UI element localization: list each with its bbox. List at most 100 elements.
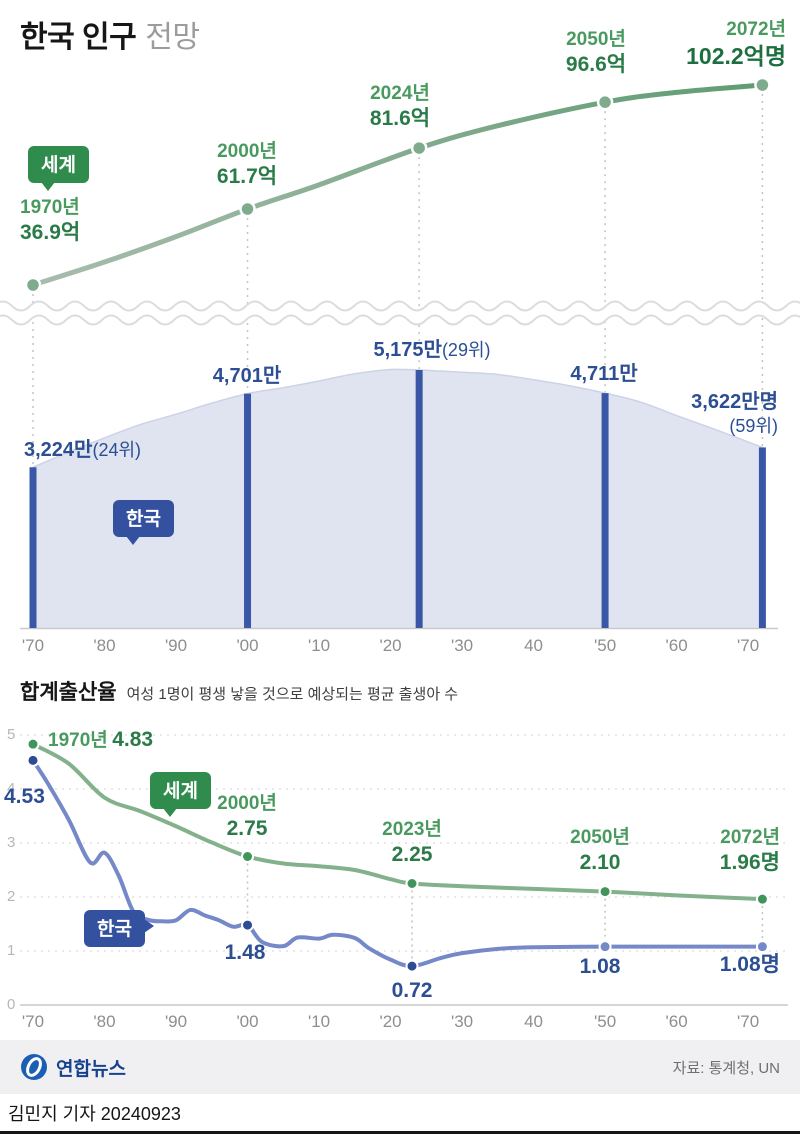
fertility-world-label-2072: 2072년 1.96명	[720, 826, 780, 876]
fertility-korea-label-1970: 4.53	[4, 784, 45, 810]
world-point-label-1970: 1970년 36.9억	[20, 196, 80, 246]
fertility-world-label-2000: 2000년 2.75	[217, 792, 277, 842]
fertility-subtitle: 여성 1명이 평생 낳을 것으로 예상되는 평균 출생아 수	[126, 686, 459, 703]
x-tick: '00	[236, 1012, 259, 1031]
value-label: 4.53	[4, 785, 45, 808]
byline: 김민지 기자 20240923	[8, 1104, 181, 1124]
year-label: 2023년	[382, 819, 442, 840]
value-label: 36.9억	[20, 220, 81, 244]
fertility-korea-badge: 한국	[84, 910, 154, 947]
x-tick: '80	[93, 636, 116, 655]
value-label: 3,622만명	[691, 391, 778, 413]
value-label: 2.10	[579, 850, 621, 874]
value-label: 5,175만	[373, 339, 442, 361]
value-label: 1.08	[579, 955, 621, 978]
rank-label: (24위)	[92, 440, 142, 460]
brand-name: 연합뉴스	[56, 1058, 126, 1080]
fertility-world-label-2050: 2050년 2.10	[570, 826, 630, 876]
korea-point-label-2000: 4,701만	[213, 364, 281, 389]
x-tick: '10	[307, 1012, 331, 1031]
value-label: 1.08명	[719, 953, 780, 976]
fertility-world-badge: 세계	[150, 772, 211, 817]
x-tick: '90	[164, 1012, 188, 1031]
x-tick: '60	[665, 636, 688, 655]
value-label: 1.96명	[719, 850, 780, 874]
world-series-badge: 세계	[28, 146, 89, 191]
y-tick: 2	[7, 888, 16, 905]
value-label: 102.2억명	[686, 42, 786, 69]
x-tick: 40	[524, 636, 544, 655]
value-label: 4.83	[112, 728, 154, 751]
korea-point-label-2024: 5,175만(29위)	[373, 338, 490, 363]
fertility-lines	[26, 737, 769, 973]
world-point-label-2050: 2050년 96.6억	[566, 28, 626, 78]
korea-point-label-1970: 3,224만(24위)	[24, 438, 141, 463]
x-tick: '30	[450, 1012, 474, 1031]
data-source: 자료: 통계청, UN	[672, 1059, 780, 1077]
rank-label: (29위)	[441, 340, 491, 360]
x-tick: '90	[164, 636, 188, 655]
value-label: 1.48	[224, 941, 266, 964]
footer-bar: 연합뉴스 자료: 통계청, UN	[0, 1040, 800, 1094]
fertility-gridlines	[20, 734, 788, 1006]
x-tick: '20	[379, 1012, 402, 1031]
world-point-label-2024: 2024년 81.6억	[370, 82, 430, 132]
year-label: 2072년	[726, 19, 786, 40]
korea-population-area	[32, 368, 763, 628]
fertility-heading: 합계출산율	[20, 681, 117, 704]
year-label: 2000년	[217, 141, 277, 162]
value-label: 61.7억	[216, 164, 278, 188]
bottom-rule	[0, 1131, 800, 1134]
year-label: 2050년	[570, 827, 630, 848]
title-main: 한국 인구	[20, 21, 137, 54]
x-tick: '20	[379, 636, 402, 655]
x-tick: '10	[307, 636, 331, 655]
korea-point-label-2072: 3,622만명 (59위)	[691, 390, 778, 438]
year-label: 2072년	[720, 827, 780, 848]
fertility-korea-label-2050: 1.08	[580, 954, 621, 980]
year-label: 1970년	[48, 730, 108, 751]
yonhap-logo-icon	[21, 1054, 47, 1080]
x-tick: '70	[737, 636, 760, 655]
rank-label: (59위)	[729, 416, 778, 436]
year-label: 1970년	[20, 197, 80, 218]
value-label: 4,711만	[570, 363, 638, 385]
fertility-world-label-1970: 1970년 4.83	[48, 727, 153, 753]
value-label: 96.6억	[565, 52, 627, 76]
value-label: 2.75	[226, 816, 268, 840]
x-tick: '50	[594, 636, 617, 655]
x-tick: '70	[21, 636, 45, 655]
fertility-korea-label-2072: 1.08명	[720, 952, 780, 978]
y-tick: 5	[7, 726, 16, 743]
fertility-korea-label-2000: 1.48	[225, 940, 266, 966]
x-tick: '00	[236, 636, 259, 655]
korea-series-badge: 한국	[113, 500, 174, 545]
x-tick: '80	[93, 1012, 116, 1031]
year-label: 2024년	[370, 83, 430, 104]
korea-point-label-2050: 4,711만	[570, 362, 637, 387]
fertility-korea-label-2023: 0.72	[392, 978, 433, 1004]
fertility-world-label-2023: 2023년 2.25	[382, 818, 442, 868]
year-label: 2050년	[566, 29, 626, 50]
x-tick: '70	[21, 1012, 45, 1031]
fertility-section-header: 합계출산율 여성 1명이 평생 낳을 것으로 예상되는 평균 출생아 수	[20, 676, 458, 706]
world-point-label-2072: 2072년 102.2억명	[686, 18, 786, 71]
title-sub: 전망	[145, 21, 200, 54]
korea-population-bars	[29, 370, 766, 628]
x-tick: '30	[450, 636, 474, 655]
value-label: 3,224만	[24, 439, 93, 461]
value-label: 0.72	[391, 979, 433, 1002]
x-tick: 40	[524, 1012, 544, 1031]
world-point-label-2000: 2000년 61.7억	[217, 140, 277, 190]
y-tick: 4	[7, 780, 16, 797]
world-population-line	[24, 76, 771, 294]
page-title: 한국 인구 전망	[20, 12, 200, 56]
x-tick: '70	[737, 1012, 760, 1031]
value-label: 81.6억	[369, 106, 431, 130]
y-tick: 3	[7, 834, 16, 851]
x-tick: '50	[594, 1012, 617, 1031]
value-label: 2.25	[391, 842, 433, 866]
value-label: 4,701만	[212, 365, 282, 387]
